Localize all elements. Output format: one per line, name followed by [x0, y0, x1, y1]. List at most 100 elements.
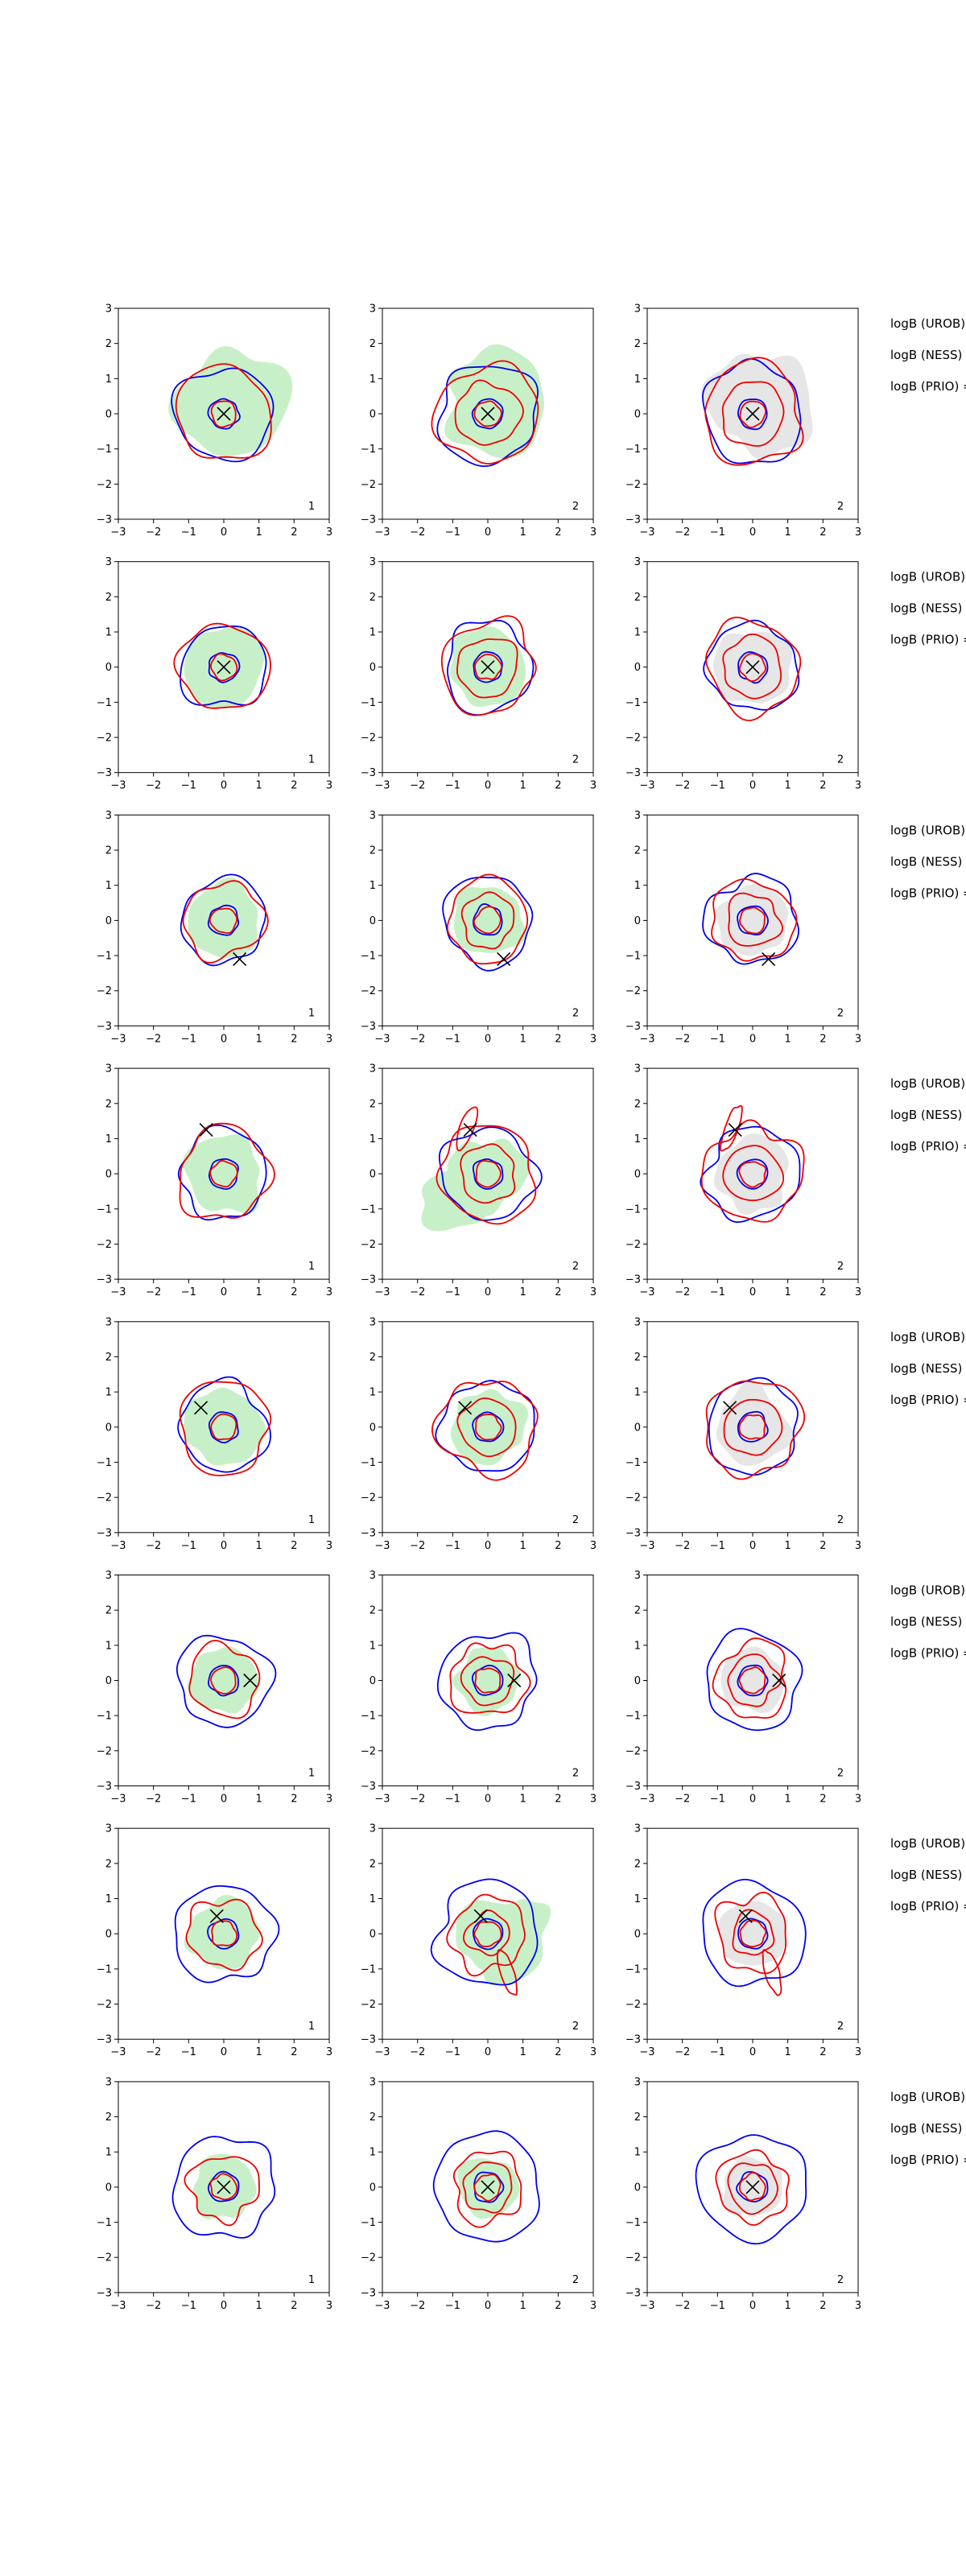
red-contour-inner — [475, 1414, 502, 1441]
logb-text-3: logB (PRIO) = — [890, 379, 966, 394]
x-tick-label: −3 — [639, 1033, 654, 1045]
x-tick-label: −2 — [146, 2046, 161, 2058]
x-tick-label: −3 — [639, 1794, 654, 1806]
y-tick-label: 3 — [369, 2076, 376, 2088]
x-marker — [199, 1122, 213, 1137]
red-contour-outer — [188, 1640, 261, 1719]
red-contour-inner — [738, 2172, 766, 2202]
x-tick-label: 3 — [855, 2046, 861, 2058]
y-tick-label: 3 — [634, 2076, 641, 2088]
x-tick-label: 0 — [749, 2046, 756, 2058]
x-tick-label: −3 — [374, 2300, 390, 2312]
x-tick-label: 1 — [520, 526, 526, 539]
panel-label: 2 — [572, 501, 579, 513]
y-tick-label: −1 — [361, 1203, 376, 1216]
x-marker — [481, 660, 495, 675]
y-tick-label: 2 — [369, 2112, 376, 2124]
x-tick-label: 2 — [819, 2046, 826, 2058]
x-tick-label: 0 — [221, 526, 227, 539]
y-tick-label: 1 — [105, 1133, 112, 1146]
x-tick-label: 0 — [221, 2046, 227, 2058]
y-tick-label: 0 — [105, 409, 112, 421]
blue-contour-inner — [208, 1158, 239, 1190]
x-tick-label: 1 — [256, 2300, 262, 2312]
y-tick-label: −2 — [97, 2252, 112, 2264]
x-tick-label: 0 — [221, 1540, 227, 1552]
x-tick-label: −2 — [410, 526, 425, 539]
red-contour-mid — [722, 1145, 785, 1202]
x-tick-label: −2 — [675, 2046, 690, 2058]
blue-contour-inner — [473, 903, 503, 936]
x-tick-label: −3 — [639, 1540, 654, 1552]
y-tick-label: −2 — [361, 1745, 376, 1757]
blue-contour-outer — [436, 365, 539, 467]
red-contour-inner — [210, 1666, 237, 1695]
y-tick-label: −2 — [97, 1745, 112, 1757]
y-tick-label: 2 — [105, 1098, 112, 1110]
x-tick-label: 2 — [819, 1794, 826, 1806]
y-tick-label: 1 — [369, 1133, 376, 1146]
x-tick-label: −1 — [710, 526, 725, 539]
red-contour-tail — [456, 1106, 479, 1152]
x-tick-label: −2 — [410, 1286, 425, 1298]
x-tick-label: 0 — [749, 1794, 756, 1806]
panel-label: 2 — [572, 1261, 579, 1273]
red-contour-outer — [453, 2150, 522, 2228]
subplot-r7-c3: −3−3 −2 −2 −1 −1 0 0 1 1 2 2 3 3 2 — [625, 1823, 861, 2059]
x-marker — [473, 1909, 488, 1923]
x-marker — [209, 1909, 224, 1923]
red-contour-outer — [700, 1119, 805, 1223]
red-contour-mid — [454, 379, 524, 446]
y-tick-label: 0 — [369, 1929, 376, 1941]
y-tick-label: −2 — [625, 1745, 641, 1757]
x-tick-label: 0 — [221, 780, 227, 792]
x-tick-label: 1 — [256, 1286, 262, 1298]
subplot-r7-c2: −3−3 −2 −2 −1 −1 0 0 1 1 2 2 3 3 2 — [361, 1823, 597, 2059]
red-contour-inner — [739, 1919, 767, 1948]
panel-label: 2 — [572, 1007, 579, 1019]
x-tick-label: 0 — [485, 1286, 491, 1298]
x-tick-label: 3 — [326, 1286, 332, 1298]
subplot-r7-c1: −3−3 −2 −2 −1 −1 0 0 1 1 2 2 3 3 1 — [97, 1823, 332, 2059]
x-tick-label: 1 — [785, 2046, 791, 2058]
red-contour-outer — [449, 1642, 531, 1714]
x-tick-label: 2 — [555, 2046, 561, 2058]
red-contour-inner — [738, 653, 766, 683]
x-tick-label: 3 — [326, 526, 332, 539]
y-tick-label: 1 — [634, 1387, 641, 1399]
subplot-r4-c2: −3−3 −2 −2 −1 −1 0 0 1 1 2 2 3 3 2 — [361, 1063, 597, 1299]
y-tick-label: −2 — [97, 1999, 112, 2011]
red-contour-mid — [727, 1653, 782, 1707]
y-tick-label: 2 — [369, 1605, 376, 1617]
red-contour-outer — [715, 2149, 790, 2226]
subplot-r8-c2: −3−3 −2 −2 −1 −1 0 0 1 1 2 2 3 3 2 — [361, 2076, 597, 2312]
y-tick-label: 2 — [369, 1352, 376, 1364]
x-tick-label: 1 — [520, 1033, 526, 1045]
y-tick-label: 0 — [634, 1169, 641, 1181]
red-contour-outer — [447, 873, 529, 965]
red-contour-inner — [473, 400, 502, 427]
x-tick-label: −1 — [710, 1033, 725, 1045]
x-tick-label: 3 — [590, 780, 597, 792]
x-tick-label: 2 — [555, 780, 561, 792]
x-tick-label: −3 — [110, 1286, 126, 1298]
y-tick-label: −3 — [361, 1781, 376, 1793]
subplot-r1-c2: −3−3 −2 −2 −1 −1 0 0 1 1 2 2 3 3 2 — [361, 303, 597, 539]
red-contour-inner — [739, 400, 766, 428]
blue-contour-inner — [737, 1410, 769, 1443]
subplot-r5-c3: −3−3 −2 −2 −1 −1 0 0 1 1 2 2 3 3 2 — [625, 1316, 861, 1552]
x-marker — [233, 952, 247, 966]
panel-label: 2 — [837, 501, 844, 513]
x-tick-label: −1 — [445, 1794, 460, 1806]
x-tick-label: 0 — [749, 1286, 756, 1298]
blue-contour-outer — [708, 1377, 799, 1476]
x-marker — [507, 1673, 522, 1688]
red-contour-outer — [185, 1898, 263, 1971]
x-tick-label: 1 — [256, 780, 262, 792]
subplot-r2-c3: −3−3 −2 −2 −1 −1 0 0 1 1 2 2 3 3 2 — [625, 556, 861, 792]
red-contour-outer — [431, 360, 539, 464]
logb-text-2: logB (NESS) = — [890, 2121, 966, 2136]
panel-label: 1 — [308, 501, 315, 513]
logb-text-1: logB (UROB) — [890, 1330, 965, 1344]
